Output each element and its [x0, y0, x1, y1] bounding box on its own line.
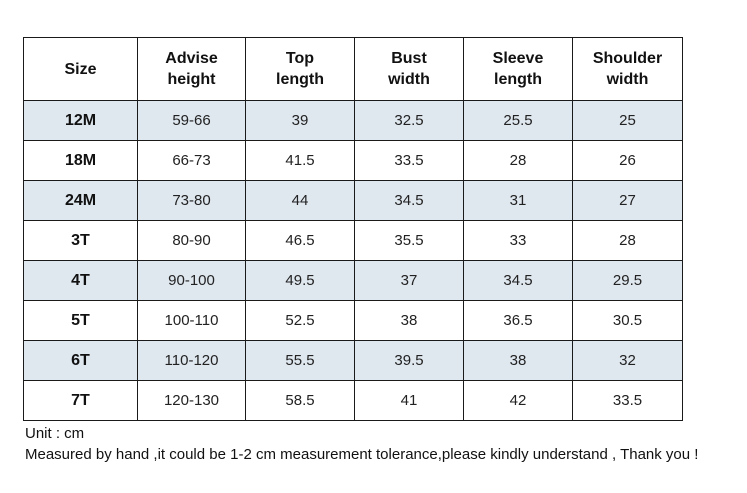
- table-row: 24M 73-80 44 34.5 31 27: [23, 180, 683, 221]
- shoulder-width-cell: 29.5: [572, 260, 683, 301]
- advise-height-cell: 80-90: [137, 220, 246, 261]
- bust-width-cell: 39.5: [354, 340, 464, 381]
- top-length-cell: 58.5: [245, 380, 355, 421]
- bust-width-cell: 35.5: [354, 220, 464, 261]
- unit-note: Unit : cm: [25, 425, 85, 442]
- top-length-cell: 41.5: [245, 140, 355, 181]
- top-length-cell: 46.5: [245, 220, 355, 261]
- sleeve-length-cell: 42: [463, 380, 573, 421]
- top-length-cell: 55.5: [245, 340, 355, 381]
- size-cell: 4T: [23, 260, 138, 301]
- shoulder-width-cell: 26: [572, 140, 683, 181]
- size-cell: 5T: [23, 300, 138, 341]
- header-advise-height: Advise height: [137, 37, 246, 101]
- table-row: 18M 66-73 41.5 33.5 28 26: [23, 140, 683, 181]
- size-cell: 12M: [23, 100, 138, 141]
- table-row: 6T 110-120 55.5 39.5 38 32: [23, 340, 683, 381]
- table-row: 12M 59-66 39 32.5 25.5 25: [23, 100, 683, 141]
- advise-height-cell: 66-73: [137, 140, 246, 181]
- bust-width-cell: 34.5: [354, 180, 464, 221]
- bust-width-cell: 41: [354, 380, 464, 421]
- table-row: 5T 100-110 52.5 38 36.5 30.5: [23, 300, 683, 341]
- sleeve-length-cell: 25.5: [463, 100, 573, 141]
- table-row: 7T 120-130 58.5 41 42 33.5: [23, 380, 683, 421]
- notes-block: Unit : cm Measured by hand ,it could be …: [25, 423, 745, 465]
- advise-height-cell: 90-100: [137, 260, 246, 301]
- size-cell: 24M: [23, 180, 138, 221]
- size-chart-table: Size Advise height Top length Bust width…: [23, 37, 683, 421]
- advise-height-cell: 59-66: [137, 100, 246, 141]
- advise-height-cell: 120-130: [137, 380, 246, 421]
- shoulder-width-cell: 27: [572, 180, 683, 221]
- size-cell: 18M: [23, 140, 138, 181]
- disclaimer-note: Measured by hand ,it could be 1-2 cm mea…: [25, 446, 699, 463]
- header-shoulder-width: Shoulder width: [572, 37, 683, 101]
- bust-width-cell: 32.5: [354, 100, 464, 141]
- top-length-cell: 52.5: [245, 300, 355, 341]
- advise-height-cell: 110-120: [137, 340, 246, 381]
- header-top-length: Top length: [245, 37, 355, 101]
- shoulder-width-cell: 30.5: [572, 300, 683, 341]
- advise-height-cell: 73-80: [137, 180, 246, 221]
- size-cell: 3T: [23, 220, 138, 261]
- table-row: 3T 80-90 46.5 35.5 33 28: [23, 220, 683, 261]
- shoulder-width-cell: 33.5: [572, 380, 683, 421]
- sleeve-length-cell: 28: [463, 140, 573, 181]
- table-row: 4T 90-100 49.5 37 34.5 29.5: [23, 260, 683, 301]
- sleeve-length-cell: 33: [463, 220, 573, 261]
- advise-height-cell: 100-110: [137, 300, 246, 341]
- sleeve-length-cell: 38: [463, 340, 573, 381]
- sleeve-length-cell: 36.5: [463, 300, 573, 341]
- header-bust-width: Bust width: [354, 37, 464, 101]
- top-length-cell: 49.5: [245, 260, 355, 301]
- shoulder-width-cell: 28: [572, 220, 683, 261]
- shoulder-width-cell: 32: [572, 340, 683, 381]
- top-length-cell: 39: [245, 100, 355, 141]
- shoulder-width-cell: 25: [572, 100, 683, 141]
- header-size: Size: [23, 37, 138, 101]
- top-length-cell: 44: [245, 180, 355, 221]
- sleeve-length-cell: 31: [463, 180, 573, 221]
- size-cell: 7T: [23, 380, 138, 421]
- bust-width-cell: 38: [354, 300, 464, 341]
- header-sleeve-length: Sleeve length: [463, 37, 573, 101]
- bust-width-cell: 33.5: [354, 140, 464, 181]
- size-cell: 6T: [23, 340, 138, 381]
- bust-width-cell: 37: [354, 260, 464, 301]
- sleeve-length-cell: 34.5: [463, 260, 573, 301]
- header-row: Size Advise height Top length Bust width…: [23, 37, 683, 101]
